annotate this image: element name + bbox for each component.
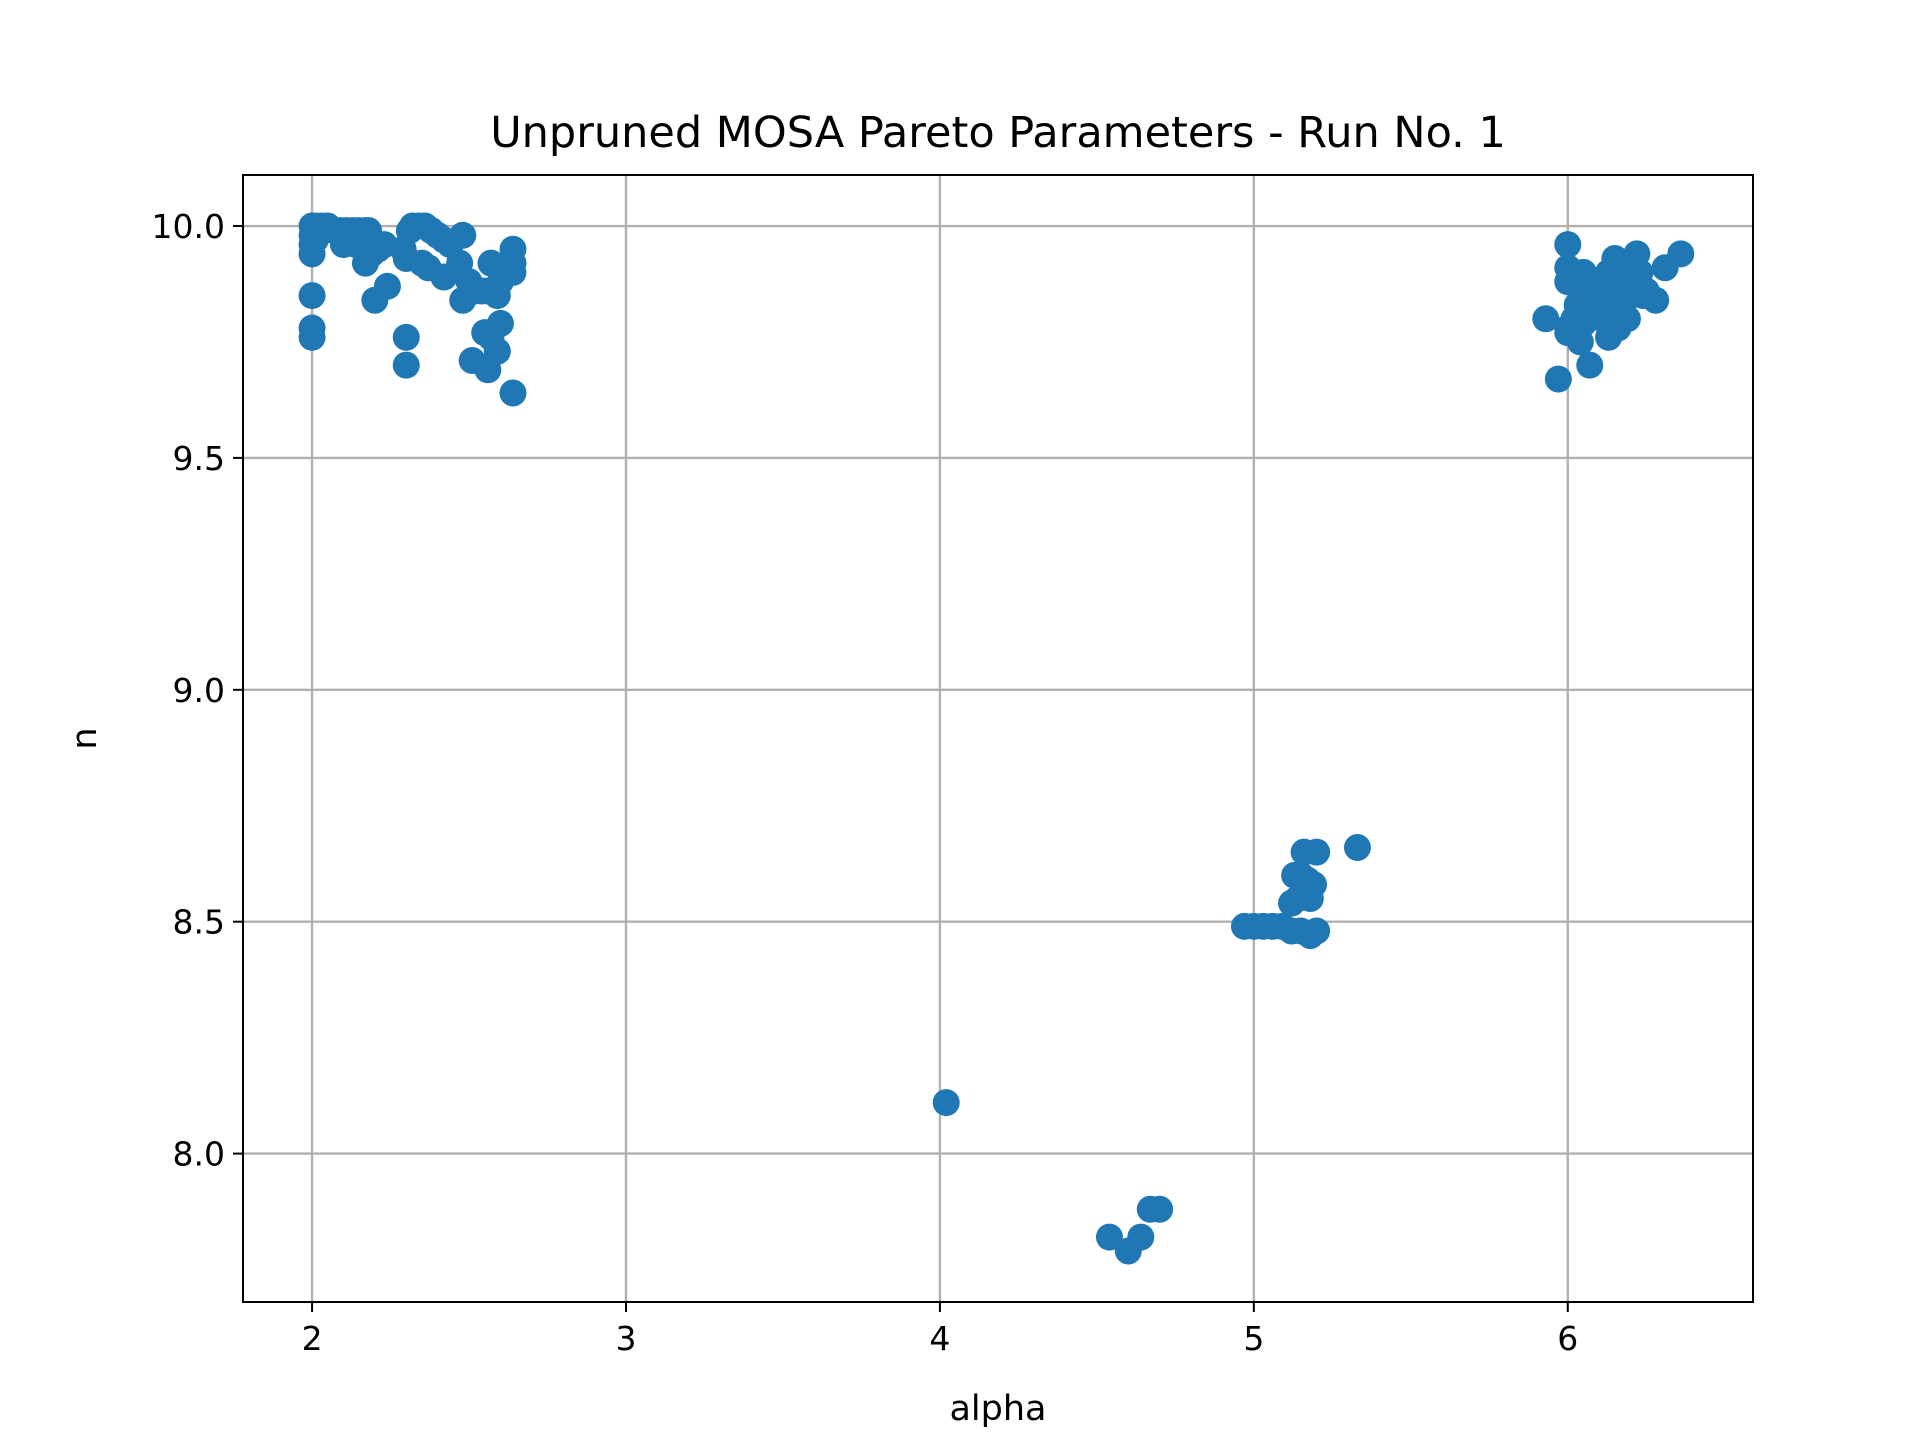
data-points (298, 212, 1695, 1265)
data-point (1303, 838, 1331, 866)
plot-frame (242, 174, 1754, 1303)
data-point (1576, 351, 1604, 379)
y-tick-label: 9.5 (173, 439, 225, 478)
x-tick-label: 3 (615, 1319, 636, 1358)
y-tick-label: 9.0 (173, 671, 225, 710)
data-point (483, 282, 511, 310)
data-point (1667, 240, 1695, 268)
data-point (1127, 1223, 1155, 1251)
data-point (483, 337, 511, 365)
data-point (499, 379, 527, 407)
data-point (449, 221, 477, 249)
data-point (301, 226, 329, 254)
data-point (1554, 231, 1582, 259)
x-tick-label: 4 (929, 1319, 950, 1358)
data-point (1617, 254, 1645, 282)
data-point (499, 258, 527, 286)
x-tick-label: 5 (1243, 1319, 1264, 1358)
chart-title: Unpruned MOSA Pareto Parameters - Run No… (490, 108, 1506, 158)
data-point (1623, 277, 1651, 305)
data-point (298, 282, 326, 310)
data-point (373, 272, 401, 300)
data-point (392, 351, 420, 379)
y-tick-label: 8.5 (173, 903, 225, 942)
data-point (932, 1089, 960, 1117)
data-point (395, 217, 423, 245)
x-axis-label: alpha (949, 1389, 1046, 1429)
data-point (1343, 833, 1371, 861)
axis-ticks: 2 3 4 5 6 8.0 8.5 9.0 9.5 10.0 (152, 207, 1579, 1358)
data-point (1544, 365, 1572, 393)
x-tick-label: 6 (1557, 1319, 1578, 1358)
data-point (1095, 1223, 1123, 1251)
grid-lines (243, 175, 1753, 1302)
data-point (1613, 305, 1641, 333)
data-point (1146, 1195, 1174, 1223)
y-tick-label: 8.0 (173, 1135, 225, 1174)
data-point (1532, 305, 1560, 333)
data-point (298, 323, 326, 351)
y-axis-label: n (65, 727, 105, 749)
data-point (1299, 871, 1327, 899)
y-tick-label: 10.0 (152, 207, 225, 246)
data-point (392, 323, 420, 351)
x-tick-label: 2 (302, 1319, 323, 1358)
data-point (1303, 917, 1331, 945)
